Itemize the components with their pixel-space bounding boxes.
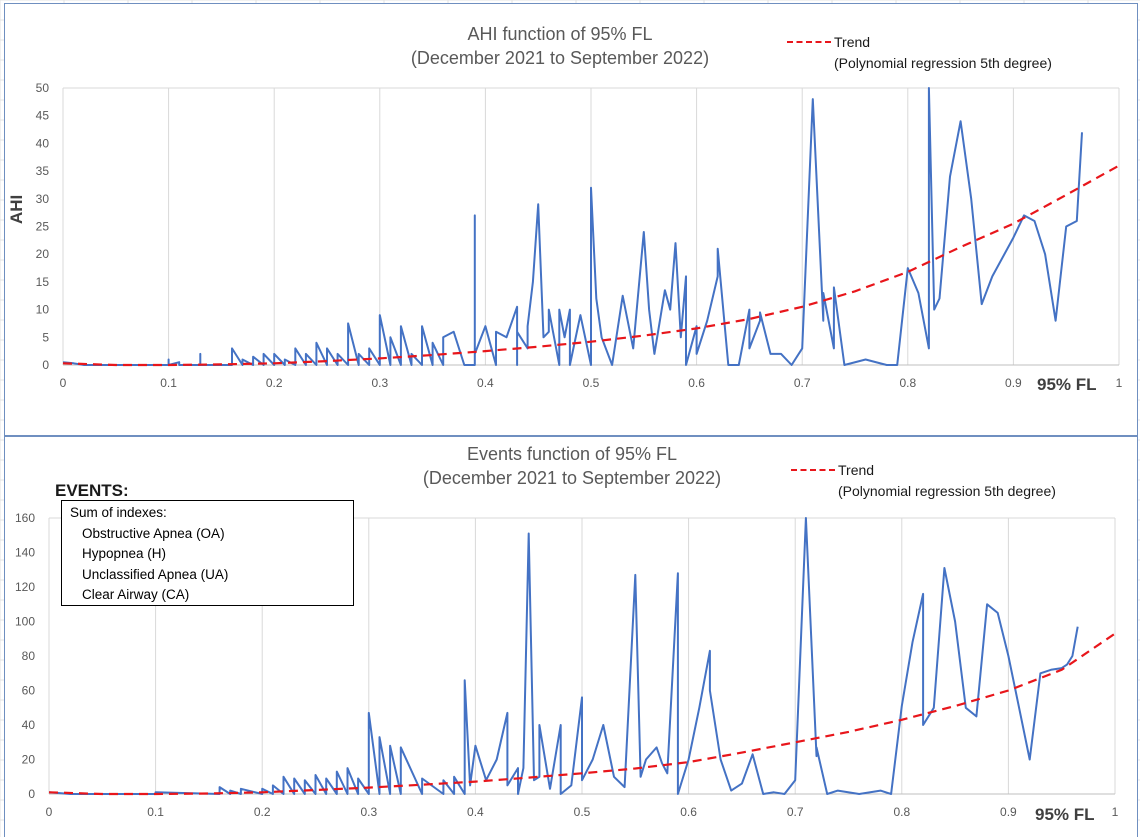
ahi-x-tick-label: 0.7 (794, 376, 811, 390)
events-x-tick-label: 0.1 (147, 805, 164, 819)
ahi-y-tick-label: 5 (42, 330, 49, 344)
ahi-y-tick-label: 25 (36, 220, 50, 234)
events-x-tick-label: 0.3 (360, 805, 377, 819)
events-y-tick-label: 160 (15, 511, 35, 525)
events-x-tick-label: 0.9 (1000, 805, 1017, 819)
events-chart-title: Events function of 95% FL (466, 444, 678, 464)
events-x-tick-label: 0.4 (467, 805, 484, 819)
index-box-title: Sum of indexes: (70, 505, 167, 520)
index-item: Obstructive Apnea (OA) (82, 525, 225, 541)
ahi-trend-legend: Trend (Polynomial regression 5th degree) (787, 32, 1067, 76)
events-y-tick-label: 40 (22, 718, 36, 732)
ahi-x-tick-label: 0 (60, 376, 67, 390)
events-data-series-line (49, 517, 1079, 795)
events-x-tick-label: 0.7 (787, 805, 804, 819)
ahi-y-tick-label: 15 (36, 275, 50, 289)
index-item: Clear Airway (CA) (82, 587, 190, 602)
events-x-tick-label: 0.5 (574, 805, 591, 819)
trend-dash-swatch (787, 41, 831, 43)
ahi-x-tick-label: 0.5 (583, 376, 600, 390)
trend-legend-detail: (Polynomial regression 5th degree) (838, 483, 1056, 499)
ahi-x-tick-label: 0.1 (160, 376, 177, 390)
trend-legend-detail: (Polynomial regression 5th degree) (834, 55, 1052, 71)
ahi-data-series-line (63, 87, 1083, 366)
ahi-y-tick-label: 10 (36, 303, 50, 317)
ahi-chart-subtitle: (December 2021 to September 2022) (410, 48, 710, 68)
events-x-axis-label: 95% FL (1035, 805, 1095, 824)
ahi-x-tick-label: 0.9 (1005, 376, 1022, 390)
ahi-x-tick-label: 0.6 (688, 376, 705, 390)
ahi-y-tick-label: 35 (36, 164, 50, 178)
trend-legend-label: Trend (838, 462, 875, 478)
ahi-y-tick-label: 30 (36, 192, 50, 206)
events-y-tick-label: 20 (22, 753, 36, 767)
ahi-trend-line (62, 164, 1120, 367)
events-heading: EVENTS: (55, 481, 129, 500)
ahi-y-tick-label: 40 (36, 136, 50, 150)
ahi-x-tick-label: 0.3 (371, 376, 388, 390)
index-item: Hypopnea (H) (82, 546, 167, 561)
event-index-box: Sum of indexes: Obstructive Apnea (OA) H… (61, 500, 354, 606)
events-chart-plot: 0 0.1 0.2 0.3 0.4 0.5 0.6 0.7 0.8 0.9 1 0 20 40 60 80 10… (15, 511, 1119, 819)
ahi-y-tick-label: 0 (42, 358, 49, 372)
ahi-x-tick-label: 0.8 (899, 376, 916, 390)
ahi-chart-plot: 0 0.1 0.2 0.3 0.4 0.5 0.6 0.7 0.8 0.9 105101520253… (36, 81, 1123, 390)
ahi-y-axis-label: AHI (7, 194, 26, 224)
index-item: Unclassified Apnea (UA) (82, 566, 229, 582)
ahi-y-tick-label: 45 (36, 109, 50, 123)
ahi-chart-title: AHI function of 95% FL (467, 24, 653, 44)
events-x-tick-label: 0.8 (893, 805, 910, 819)
ahi-y-tick-label: 20 (36, 247, 50, 261)
ahi-y-tick-label: 50 (36, 81, 50, 95)
events-x-tick-label: 1 (1112, 805, 1119, 819)
ahi-x-axis-label: 95% FL (1037, 375, 1097, 394)
ahi-chart-panel[interactable]: 0 0.1 0.2 0.3 0.4 0.5 0.6 0.7 0.8 0.9 1 0 5 10 15 20 25 3… (4, 3, 1138, 436)
events-y-tick-label: 120 (15, 580, 35, 594)
events-x-tick-label: 0.2 (254, 805, 271, 819)
events-y-tick-label: 0 (28, 787, 35, 801)
ahi-x-tick-label: 0.4 (477, 376, 494, 390)
events-y-tick-label: 100 (15, 615, 35, 629)
events-x-tick-label: 0.6 (680, 805, 697, 819)
ahi-x-tick-label: 1 (1116, 376, 1123, 390)
events-chart-subtitle: (December 2021 to September 2022) (422, 468, 722, 488)
events-chart-panel[interactable]: 0 0.1 0.2 0.3 0.4 0.5 0.6 0.7 0.8 0.9 1 0 20 40 60 80 10… (4, 436, 1138, 837)
ahi-x-tick-label: 0.2 (266, 376, 283, 390)
trend-legend-label: Trend (834, 34, 871, 50)
events-y-tick-label: 60 (22, 684, 36, 698)
events-trend-legend: Trend (Polynomial regression 5th degree) (791, 460, 1081, 504)
events-x-tick-label: 0 (46, 805, 53, 819)
events-trend-line (48, 632, 1116, 796)
events-y-tick-label: 80 (22, 649, 36, 663)
events-y-tick-label: 140 (15, 546, 35, 560)
trend-dash-swatch (791, 469, 835, 471)
